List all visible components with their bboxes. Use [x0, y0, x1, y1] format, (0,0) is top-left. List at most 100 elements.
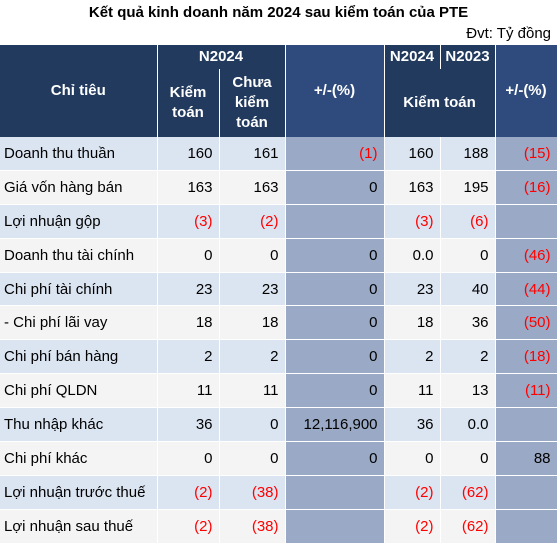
- cell-pct-change-b: (18): [495, 339, 557, 375]
- header-pct-change: +/-(%): [285, 45, 385, 137]
- cell-n2023: (62): [440, 475, 496, 510]
- cell-n2024: (3): [384, 204, 441, 239]
- cell-pct-change: 0: [285, 305, 385, 341]
- table-row: Chi phí QLDN 11 11 0 11 13 (11): [0, 373, 557, 409]
- table-row: Giá vốn hàng bán 163 163 0 163 195 (16): [0, 170, 557, 205]
- cell-n2024: 2: [384, 339, 441, 375]
- cell-n2023: 13: [440, 373, 496, 409]
- table-row: Chi phí bán hàng 2 2 0 2 2 (18): [0, 339, 557, 375]
- cell-n2024: 0.0: [384, 238, 441, 273]
- cell-n2024: (2): [384, 475, 441, 510]
- cell-n2023: 0.0: [440, 407, 496, 443]
- cell-chua-kiem-toan: 11: [219, 373, 286, 409]
- table-row: Lợi nhuận sau thuế (2) (38) (2) (62): [0, 509, 557, 544]
- header-chi-tieu: Chỉ tiêu: [0, 45, 158, 137]
- cell-pct-change: [285, 475, 385, 510]
- cell-n2024: 18: [384, 305, 441, 341]
- cell-kiem-toan: 23: [157, 272, 220, 307]
- table-row: Doanh thu tài chính 0 0 0 0.0 0 (46): [0, 238, 557, 273]
- cell-pct-change: [285, 204, 385, 239]
- cell-chua-kiem-toan: 0: [219, 441, 286, 476]
- table-row: Doanh thu thuần 160 161 (1) 160 188 (15): [0, 137, 557, 171]
- cell-chua-kiem-toan: 23: [219, 272, 286, 307]
- cell-pct-change-b: 88: [495, 441, 557, 476]
- cell-kiem-toan: 18: [157, 305, 220, 341]
- row-label: Doanh thu thuần: [0, 137, 158, 171]
- row-label: - Chi phí lãi vay: [0, 305, 158, 341]
- cell-pct-change-b: (44): [495, 272, 557, 307]
- table-row: Thu nhập khác 36 0 12,116,900 36 0.0: [0, 407, 557, 443]
- cell-pct-change: 0: [285, 272, 385, 307]
- cell-n2024: 163: [384, 170, 441, 205]
- row-label: Chi phí tài chính: [0, 272, 158, 307]
- results-table: Chỉ tiêu N2024 +/-(%) N2024 N2023 +/-(%)…: [0, 45, 557, 544]
- row-label: Doanh thu tài chính: [0, 238, 158, 273]
- row-label: Chi phí QLDN: [0, 373, 158, 409]
- row-label: Thu nhập khác: [0, 407, 158, 443]
- row-label: Lợi nhuận sau thuế: [0, 509, 158, 544]
- cell-pct-change-b: (11): [495, 373, 557, 409]
- cell-n2023: 36: [440, 305, 496, 341]
- cell-kiem-toan: (2): [157, 475, 220, 510]
- cell-pct-change: 0: [285, 339, 385, 375]
- cell-kiem-toan: 2: [157, 339, 220, 375]
- cell-chua-kiem-toan: 18: [219, 305, 286, 341]
- header-n2023: N2023: [440, 45, 496, 69]
- table-row: - Chi phí lãi vay 18 18 0 18 36 (50): [0, 305, 557, 341]
- row-label: Giá vốn hàng bán: [0, 170, 158, 205]
- cell-pct-change-b: [495, 204, 557, 239]
- cell-pct-change: (1): [285, 137, 385, 171]
- row-label: Lợi nhuận trước thuế: [0, 475, 158, 510]
- header-n2024-b: N2024: [384, 45, 441, 69]
- cell-chua-kiem-toan: 2: [219, 339, 286, 375]
- cell-chua-kiem-toan: 161: [219, 137, 286, 171]
- cell-pct-change: 0: [285, 238, 385, 273]
- header-n2024: N2024: [157, 45, 286, 69]
- cell-kiem-toan: (3): [157, 204, 220, 239]
- table-row: Lợi nhuận gộp (3) (2) (3) (6): [0, 204, 557, 239]
- cell-pct-change-b: [495, 475, 557, 510]
- cell-n2023: 188: [440, 137, 496, 171]
- cell-n2024: 160: [384, 137, 441, 171]
- cell-kiem-toan: 163: [157, 170, 220, 205]
- cell-pct-change-b: (46): [495, 238, 557, 273]
- cell-n2023: 0: [440, 441, 496, 476]
- cell-n2023: 195: [440, 170, 496, 205]
- cell-pct-change: [285, 509, 385, 544]
- cell-kiem-toan: (2): [157, 509, 220, 544]
- table-row: Chi phí tài chính 23 23 0 23 40 (44): [0, 272, 557, 307]
- cell-pct-change-b: (16): [495, 170, 557, 205]
- cell-chua-kiem-toan: (2): [219, 204, 286, 239]
- cell-chua-kiem-toan: 0: [219, 238, 286, 273]
- cell-n2024: (2): [384, 509, 441, 544]
- cell-n2024: 36: [384, 407, 441, 443]
- cell-n2023: 0: [440, 238, 496, 273]
- row-label: Chi phí khác: [0, 441, 158, 476]
- header-kiem-toan-b: Kiểm toán: [384, 69, 496, 137]
- cell-kiem-toan: 160: [157, 137, 220, 171]
- cell-n2023: (62): [440, 509, 496, 544]
- cell-pct-change: 0: [285, 170, 385, 205]
- row-label: Lợi nhuận gộp: [0, 204, 158, 239]
- table-title: Kết quả kinh doanh năm 2024 sau kiểm toá…: [88, 4, 469, 21]
- cell-pct-change-b: [495, 509, 557, 544]
- cell-chua-kiem-toan: 0: [219, 407, 286, 443]
- cell-n2024: 0: [384, 441, 441, 476]
- cell-pct-change: 0: [285, 441, 385, 476]
- cell-n2024: 11: [384, 373, 441, 409]
- cell-n2024: 23: [384, 272, 441, 307]
- unit-label: Đvt: Tỷ đồng: [466, 25, 551, 42]
- cell-chua-kiem-toan: (38): [219, 509, 286, 544]
- table-row: Chi phí khác 0 0 0 0 0 88: [0, 441, 557, 476]
- cell-pct-change-b: (50): [495, 305, 557, 341]
- cell-pct-change-b: (15): [495, 137, 557, 171]
- cell-pct-change: 12,116,900: [285, 407, 385, 443]
- cell-kiem-toan: 0: [157, 238, 220, 273]
- cell-pct-change: 0: [285, 373, 385, 409]
- header-kiem-toan: Kiểm toán: [157, 69, 220, 137]
- cell-kiem-toan: 0: [157, 441, 220, 476]
- cell-chua-kiem-toan: (38): [219, 475, 286, 510]
- cell-kiem-toan: 36: [157, 407, 220, 443]
- cell-kiem-toan: 11: [157, 373, 220, 409]
- table-row: Lợi nhuận trước thuế (2) (38) (2) (62): [0, 475, 557, 510]
